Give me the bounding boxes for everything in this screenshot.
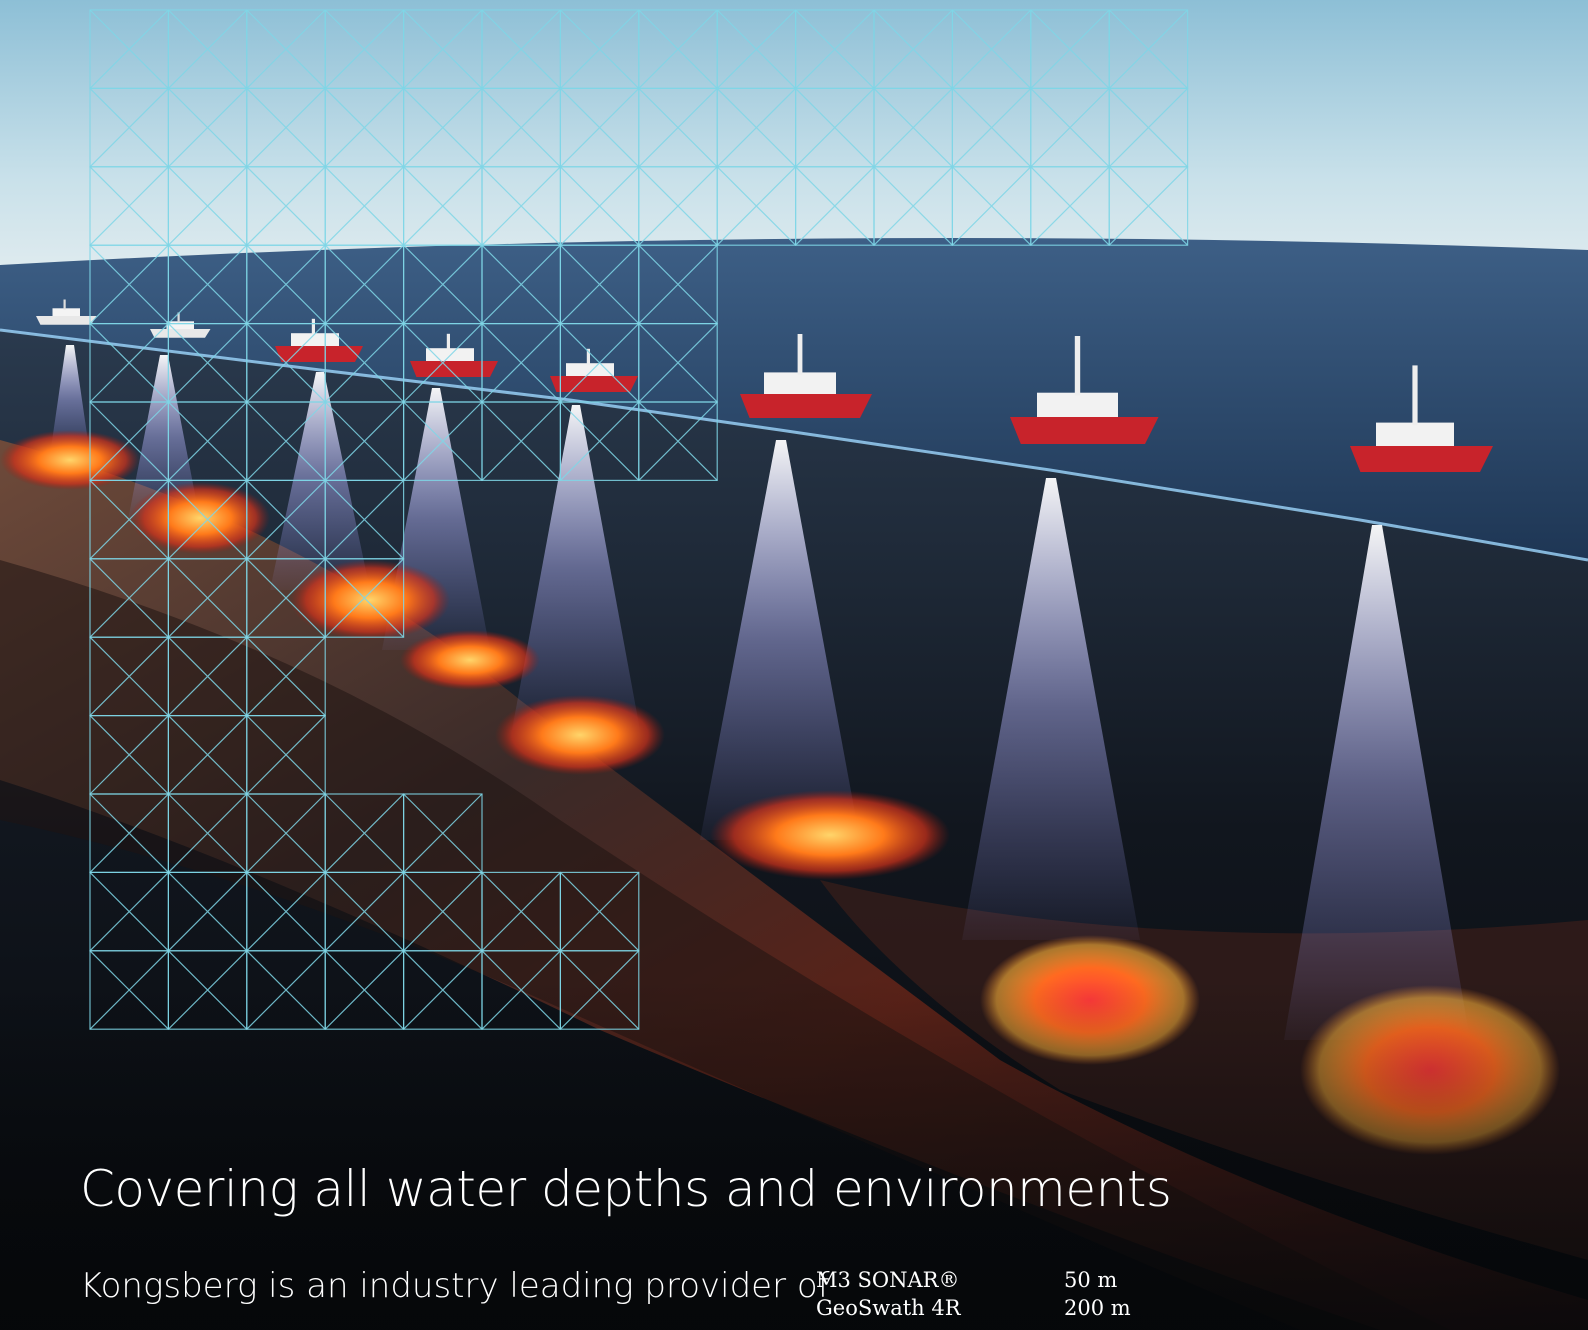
seabed-slope-dark	[0, 560, 1450, 1330]
water-cut-edge	[0, 328, 1588, 562]
ship-icon	[1010, 336, 1159, 444]
ship-icon	[1350, 365, 1493, 472]
table-row: M3 SONAR® 50 m	[816, 1268, 1131, 1296]
ship-icon	[36, 299, 97, 325]
page-headline: Covering all water depths and environmen…	[80, 1160, 1172, 1218]
intro-paragraph: Kongsberg is an industry leading provide…	[80, 1266, 830, 1306]
product-depth: 50 m	[1064, 1268, 1118, 1292]
product-name: GeoSwath 4R	[816, 1296, 961, 1320]
bottom-fade	[0, 980, 1588, 1330]
seabed-slope	[0, 440, 1588, 1330]
product-name: M3 SONAR®	[816, 1268, 960, 1292]
table-row: GeoSwath 4R 200 m	[816, 1296, 1131, 1324]
ship-icon	[740, 334, 872, 418]
cross-grid-overlay	[89, 9, 1189, 1030]
survey-ships	[36, 299, 1493, 472]
product-depth: 200 m	[1064, 1296, 1131, 1320]
ship-icon	[275, 318, 363, 362]
product-depth-table: M3 SONAR® 50 m GeoSwath 4R 200 m	[816, 1268, 1131, 1324]
ship-icon	[150, 312, 211, 338]
